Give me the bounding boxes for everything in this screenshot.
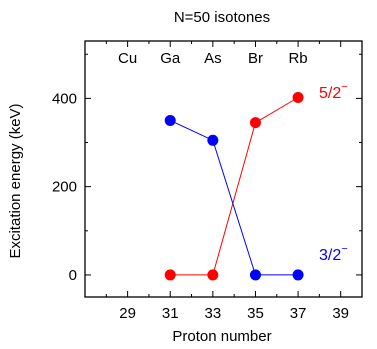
series-5-2-line xyxy=(170,97,299,276)
element-label-cu: Cu xyxy=(118,50,137,67)
y-tick-label: 200 xyxy=(52,179,77,196)
x-tick-label: 35 xyxy=(247,305,264,322)
series-5-2-point xyxy=(207,269,219,281)
x-tick-label: 33 xyxy=(205,305,222,322)
element-label-ga: Ga xyxy=(160,50,181,67)
series-3-2-line xyxy=(170,119,299,276)
x-axis-ticks: 29 31 33 35 37 39 xyxy=(84,41,363,322)
series-5-2-point xyxy=(292,91,304,103)
series-label-3-2-parity: − xyxy=(341,243,347,255)
y-tick-label: 400 xyxy=(52,90,77,107)
series-3-2-point xyxy=(249,269,261,281)
series-3-2-point xyxy=(164,114,176,126)
plot-frame xyxy=(84,40,363,298)
series-label-5-2: 5/2− xyxy=(319,81,348,102)
x-tick-label: 39 xyxy=(332,305,349,322)
y-axis-ticks: 0 200 400 xyxy=(52,53,362,284)
plot-border xyxy=(84,40,363,298)
y-axis-label: Excitation energy (keV) xyxy=(7,103,24,258)
element-label-as: As xyxy=(204,50,222,67)
x-axis-label: Proton number xyxy=(172,328,271,345)
series-layer xyxy=(164,91,304,281)
element-label-br: Br xyxy=(248,50,263,67)
series-label-5-2-parity: − xyxy=(341,81,347,93)
series-3-2-point xyxy=(207,134,219,146)
element-label-rb: Rb xyxy=(288,50,307,67)
series-label-5-2-spin: 5/2 xyxy=(319,85,341,102)
series-labels: 5/2−3/2− xyxy=(319,81,348,264)
series-3-2-point xyxy=(292,269,304,281)
element-labels: Cu Ga As Br Rb xyxy=(118,50,308,67)
series-5-2-point xyxy=(164,269,176,281)
x-tick-label: 29 xyxy=(119,305,136,322)
x-tick-label: 37 xyxy=(290,305,307,322)
series-label-3-2: 3/2− xyxy=(319,243,348,264)
x-tick-label: 31 xyxy=(162,305,179,322)
series-label-3-2-spin: 3/2 xyxy=(319,247,341,264)
chart-title: N=50 isotones xyxy=(174,9,270,26)
series-5-2-point xyxy=(249,117,261,129)
y-tick-label: 0 xyxy=(69,267,77,284)
